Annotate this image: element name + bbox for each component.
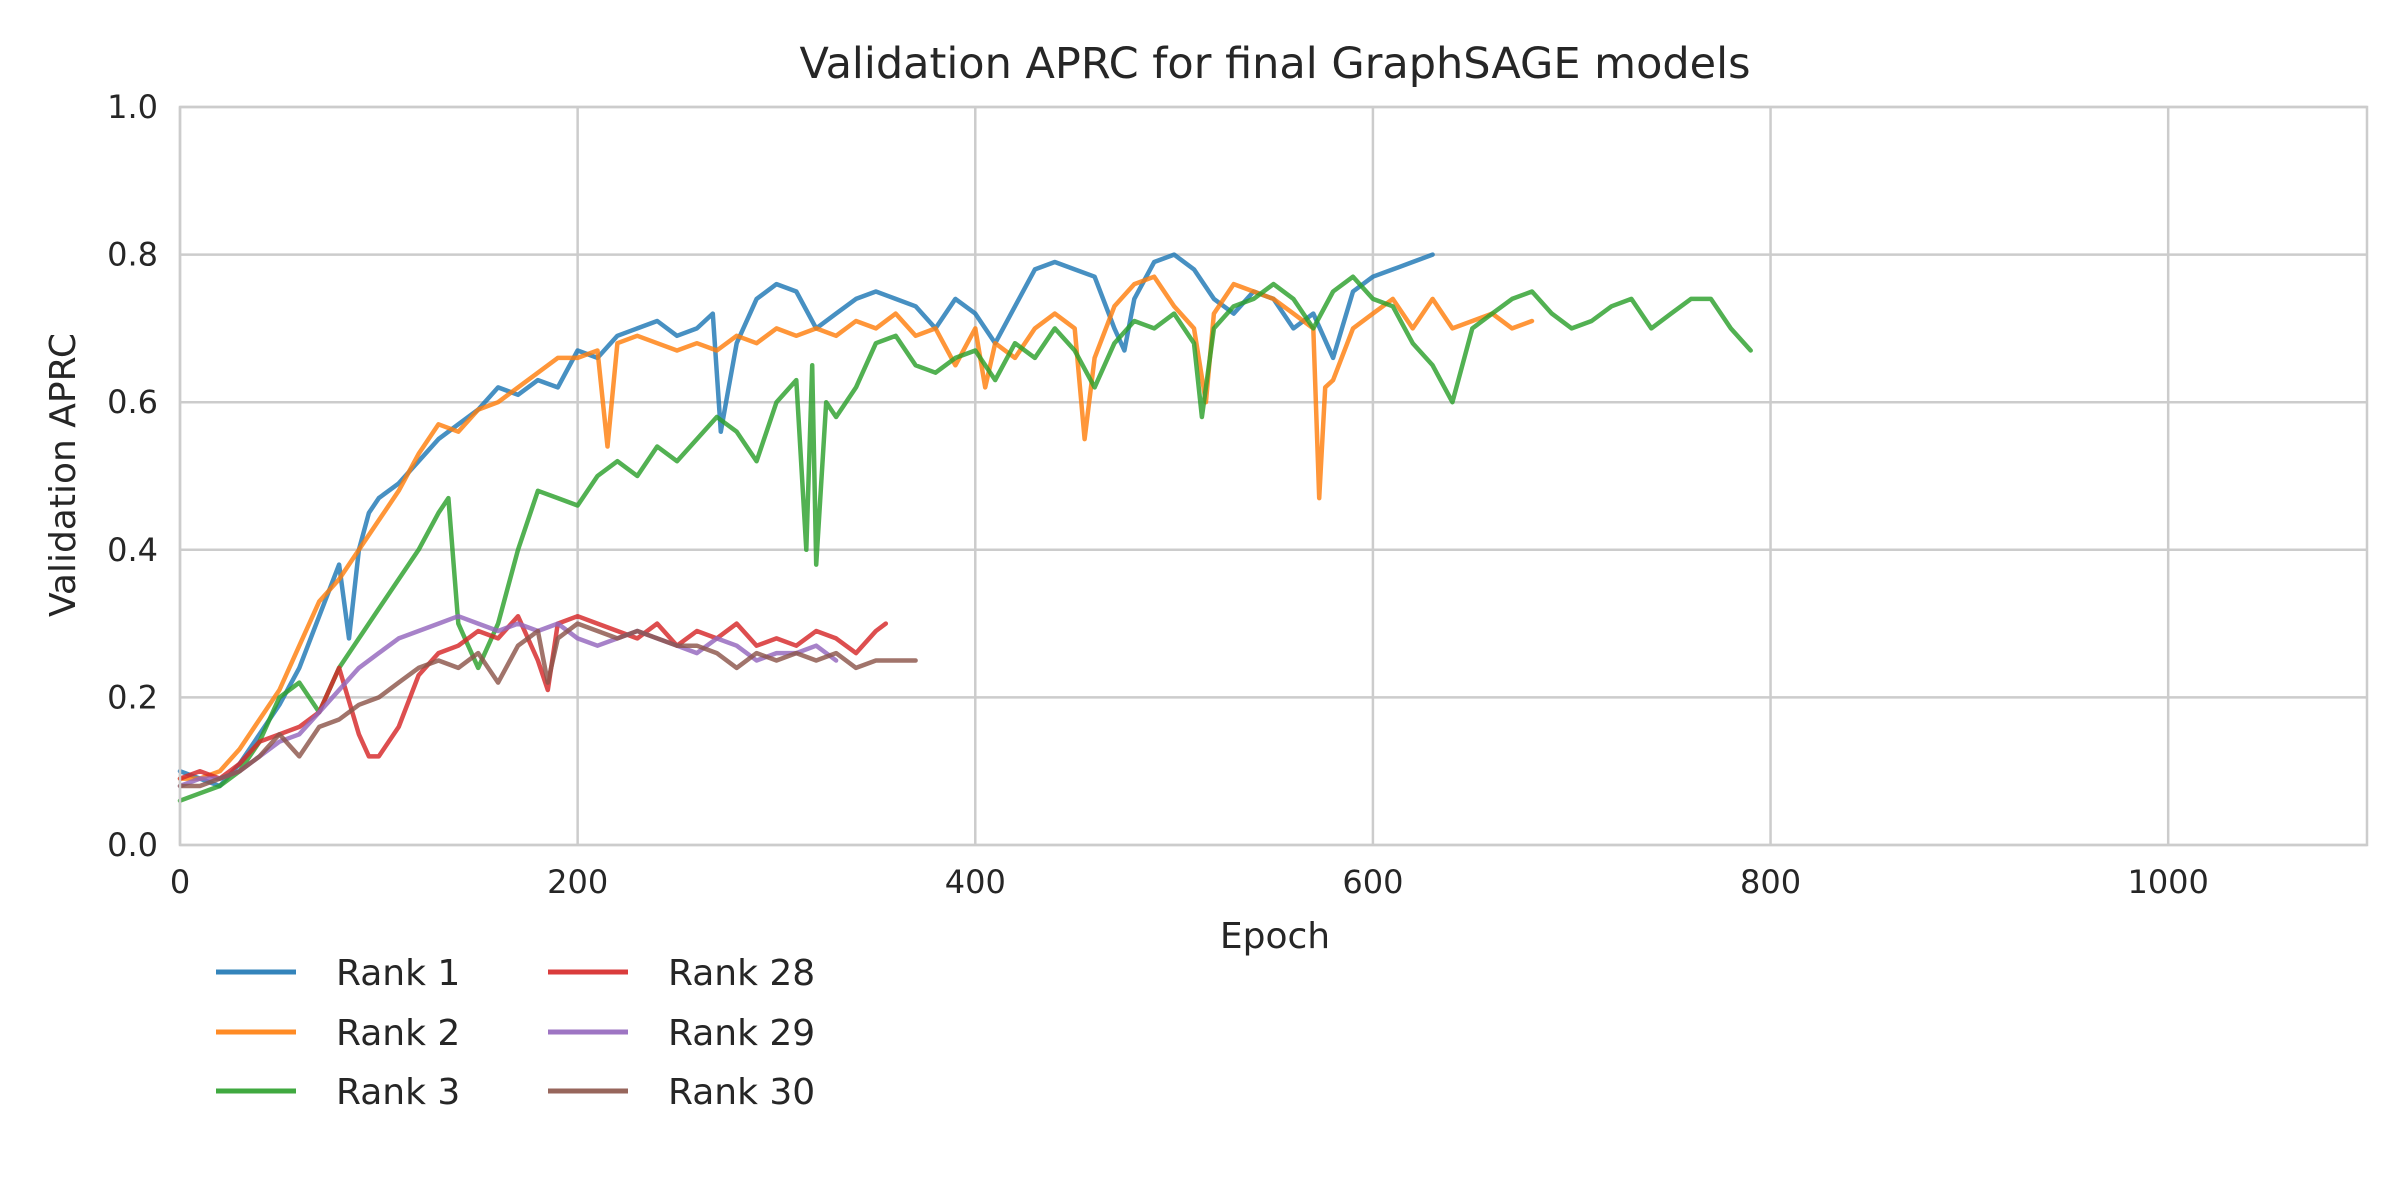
series-line-rank-28 (177, 613, 889, 781)
y-tick-label: 0.0 (107, 826, 158, 864)
legend-label-rank-1: Rank 1 (336, 953, 460, 994)
series-line-rank-1 (177, 252, 1435, 789)
series-line-rank-30 (177, 621, 918, 789)
y-tick-label: 0.6 (107, 383, 158, 421)
x-tick-label: 0 (170, 863, 190, 901)
x-tick-label: 600 (1342, 863, 1403, 901)
legend-label-rank-28: Rank 28 (668, 953, 815, 994)
y-tick-label: 0.2 (107, 678, 158, 716)
series-line-rank-3 (177, 274, 1753, 803)
legend-label-rank-30: Rank 30 (668, 1072, 815, 1113)
y-tick-label: 0.8 (107, 236, 158, 274)
tick-labels: 0 200 400 600 800 1000 0.0 0.2 0.4 0.6 0.8 1.0 (107, 88, 2209, 901)
chart-title: Validation APRC for final GraphSAGE mode… (800, 39, 1751, 89)
x-tick-label: 800 (1740, 863, 1801, 901)
plot-frame (178, 105, 2369, 847)
x-tick-label: 200 (547, 863, 608, 901)
y-tick-label: 0.4 (107, 531, 158, 569)
series-line-rank-2 (177, 274, 1535, 781)
y-tick-label: 1.0 (107, 88, 158, 126)
series-line-rank-29 (177, 613, 839, 789)
series-lines (177, 252, 1753, 803)
x-tick-label: 400 (945, 863, 1006, 901)
y-axis-label: Validation APRC (43, 333, 84, 617)
legend-label-rank-2: Rank 2 (336, 1013, 460, 1054)
x-tick-label: 1000 (2127, 863, 2208, 901)
x-axis-label: Epoch (1220, 916, 1330, 957)
legend-label-rank-3: Rank 3 (336, 1072, 460, 1113)
legend-label-rank-29: Rank 29 (668, 1013, 815, 1054)
legend: Rank 1 Rank 2 Rank 3 Rank 28 Rank 29 Rank 30 (216, 953, 815, 1113)
